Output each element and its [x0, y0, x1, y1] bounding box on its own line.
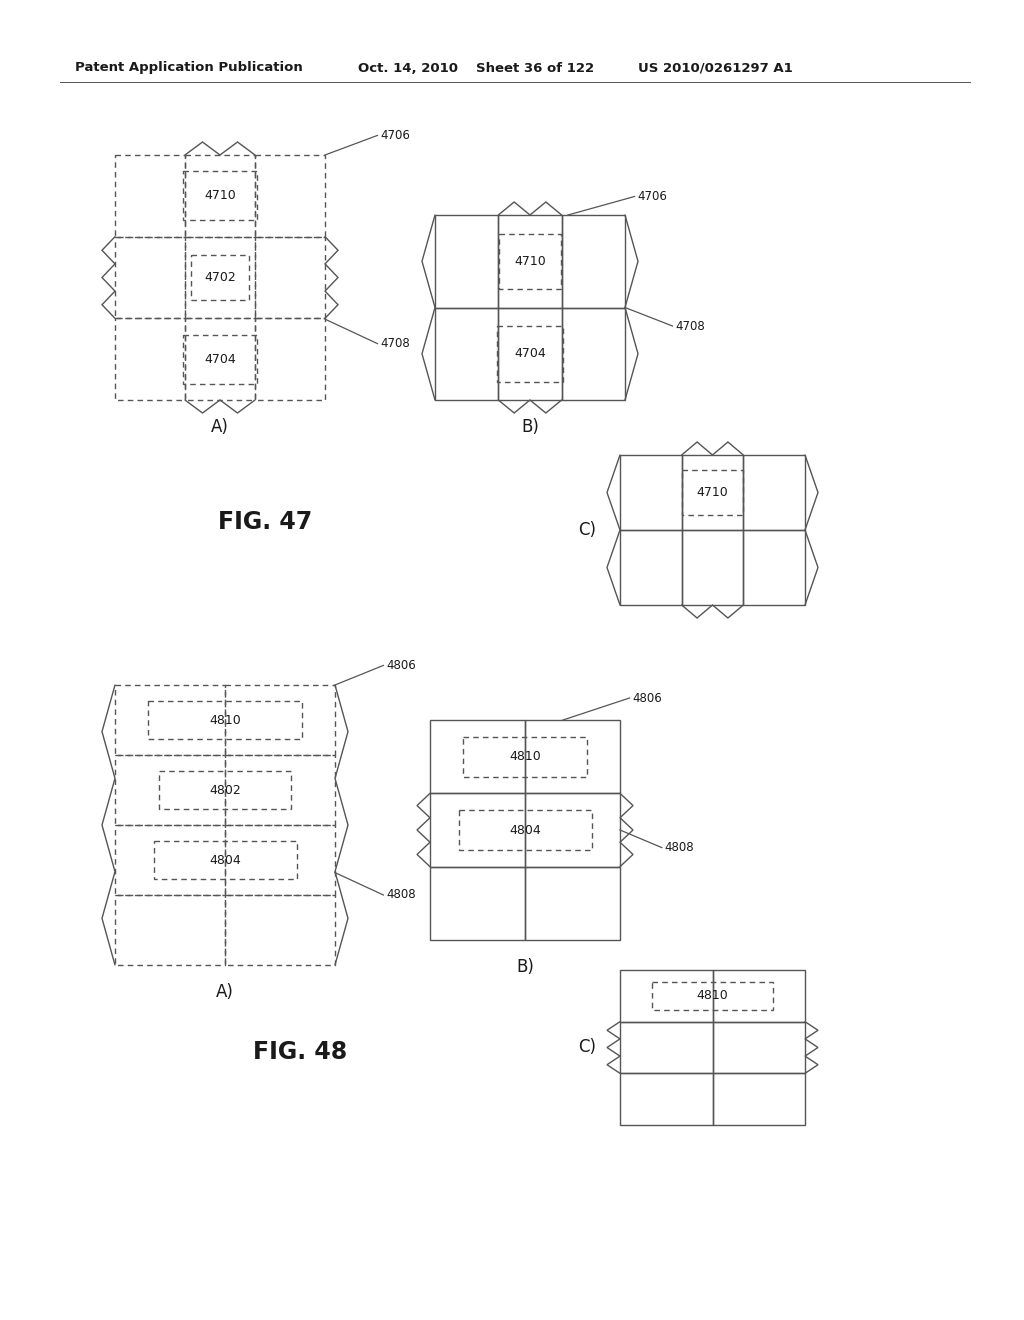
Text: 4702: 4702 — [204, 271, 236, 284]
Bar — [115, 895, 225, 965]
Bar — [115, 755, 225, 825]
Bar — [713, 970, 805, 1022]
Text: 4704: 4704 — [204, 352, 236, 366]
Text: Oct. 14, 2010: Oct. 14, 2010 — [358, 62, 458, 74]
Bar — [159, 771, 291, 809]
Text: 4704: 4704 — [514, 347, 546, 360]
Bar — [225, 685, 335, 755]
Bar — [499, 215, 562, 308]
Text: 4804: 4804 — [209, 854, 241, 866]
Text: FIG. 47: FIG. 47 — [218, 510, 312, 535]
Bar — [183, 335, 257, 384]
Bar — [435, 308, 499, 400]
Text: B): B) — [521, 418, 539, 436]
Bar — [463, 737, 587, 777]
Bar — [620, 455, 682, 531]
Text: 4806: 4806 — [386, 659, 416, 672]
Bar — [743, 455, 805, 531]
Bar — [682, 531, 743, 605]
Text: B): B) — [516, 958, 534, 975]
Text: Sheet 36 of 122: Sheet 36 of 122 — [476, 62, 594, 74]
Bar — [148, 701, 302, 739]
Bar — [255, 318, 325, 400]
Bar — [115, 154, 185, 236]
Bar — [430, 719, 525, 793]
Bar — [435, 215, 499, 308]
Text: 4806: 4806 — [633, 692, 663, 705]
Bar — [620, 531, 682, 605]
Text: US 2010/0261297 A1: US 2010/0261297 A1 — [638, 62, 793, 74]
Bar — [713, 1022, 805, 1073]
Bar — [255, 236, 325, 318]
Bar — [459, 810, 592, 850]
Bar — [682, 455, 743, 531]
Bar — [185, 236, 255, 318]
Bar — [185, 154, 255, 236]
Text: 4804: 4804 — [509, 824, 541, 837]
Bar — [430, 793, 525, 867]
Bar — [682, 470, 742, 515]
Bar — [115, 318, 185, 400]
Text: C): C) — [578, 521, 596, 539]
Text: 4710: 4710 — [514, 255, 546, 268]
Bar — [652, 982, 773, 1010]
Text: 4706: 4706 — [381, 129, 411, 143]
Text: 4808: 4808 — [665, 841, 694, 854]
Bar — [743, 531, 805, 605]
Bar — [154, 841, 297, 879]
Bar — [620, 970, 713, 1022]
Text: 4710: 4710 — [204, 189, 236, 202]
Bar — [115, 236, 185, 318]
Bar — [225, 825, 335, 895]
Bar — [499, 308, 562, 400]
Text: 4710: 4710 — [696, 486, 728, 499]
Text: C): C) — [578, 1039, 596, 1056]
Text: 4810: 4810 — [509, 750, 541, 763]
Bar — [525, 793, 620, 867]
Bar — [255, 154, 325, 236]
Text: Patent Application Publication: Patent Application Publication — [75, 62, 303, 74]
Bar — [430, 867, 525, 940]
Text: 4810: 4810 — [209, 714, 241, 726]
Text: A): A) — [216, 983, 233, 1001]
Text: 4706: 4706 — [638, 190, 668, 203]
Bar — [713, 1073, 805, 1125]
Bar — [620, 1073, 713, 1125]
Bar — [225, 755, 335, 825]
Bar — [562, 215, 625, 308]
Bar — [185, 318, 255, 400]
Bar — [191, 255, 249, 300]
Text: 4708: 4708 — [381, 337, 411, 350]
Bar — [620, 1022, 713, 1073]
Bar — [497, 326, 563, 381]
Text: 4810: 4810 — [696, 989, 728, 1002]
Bar — [115, 685, 225, 755]
Text: FIG. 48: FIG. 48 — [253, 1040, 347, 1064]
Text: A): A) — [211, 418, 229, 436]
Text: 4802: 4802 — [209, 784, 241, 796]
Bar — [525, 867, 620, 940]
Text: 4808: 4808 — [386, 888, 416, 902]
Text: 4708: 4708 — [676, 319, 706, 333]
Bar — [562, 308, 625, 400]
Bar — [115, 825, 225, 895]
Bar — [499, 234, 561, 289]
Bar — [525, 719, 620, 793]
Bar — [183, 172, 257, 220]
Bar — [225, 895, 335, 965]
